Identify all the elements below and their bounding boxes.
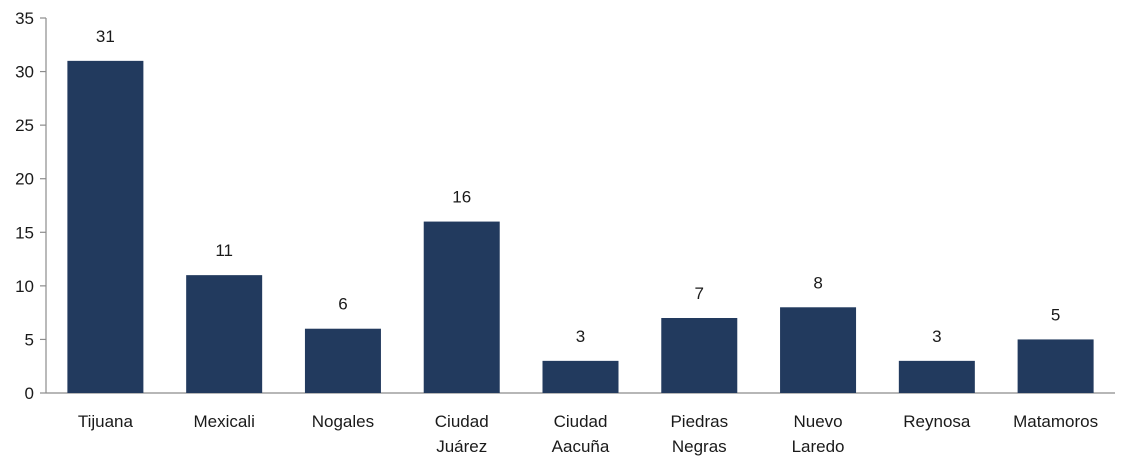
data-labels: 31 11 6 16 3 7 8 3 5 bbox=[96, 27, 1060, 346]
data-label: 6 bbox=[338, 295, 347, 314]
bar bbox=[67, 60, 144, 393]
data-label: 16 bbox=[452, 188, 471, 207]
x-tick-label: Ciudad bbox=[554, 412, 608, 431]
data-label: 31 bbox=[96, 27, 115, 46]
y-tick-label: 30 bbox=[15, 63, 34, 82]
x-tick-label: Juárez bbox=[436, 437, 487, 456]
data-label: 3 bbox=[932, 327, 941, 346]
x-tick-label: Piedras bbox=[670, 412, 728, 431]
x-tick-label: Tijuana bbox=[78, 412, 134, 431]
y-tick-label: 10 bbox=[15, 277, 34, 296]
x-tick-label: Nogales bbox=[312, 412, 374, 431]
y-axis: 0 5 10 15 20 25 30 35 bbox=[15, 9, 47, 403]
bar bbox=[661, 318, 738, 393]
category-labels: Tijuana Mexicali Nogales Ciudad Juárez Ciudad… bbox=[78, 412, 1098, 456]
data-label: 3 bbox=[576, 327, 585, 346]
x-tick-label: Matamoros bbox=[1013, 412, 1098, 431]
data-label: 8 bbox=[813, 273, 822, 292]
bar bbox=[780, 307, 857, 393]
bar bbox=[1017, 339, 1094, 393]
y-tick-label: 25 bbox=[15, 116, 34, 135]
x-tick-label: Nuevo bbox=[793, 412, 842, 431]
x-tick-label: Reynosa bbox=[903, 412, 971, 431]
bar bbox=[304, 328, 381, 393]
x-tick-label: Laredo bbox=[792, 437, 845, 456]
y-tick-label: 20 bbox=[15, 170, 34, 189]
x-tick-label: Mexicali bbox=[193, 412, 254, 431]
x-tick-label: Aacuña bbox=[552, 437, 610, 456]
y-tick-label: 15 bbox=[15, 223, 34, 242]
data-label: 11 bbox=[215, 241, 233, 260]
x-tick-label: Ciudad bbox=[435, 412, 489, 431]
bar bbox=[423, 221, 500, 393]
bar bbox=[542, 360, 619, 393]
y-tick-label: 5 bbox=[25, 330, 34, 349]
data-label: 5 bbox=[1051, 305, 1060, 324]
y-tick-label: 0 bbox=[25, 384, 34, 403]
bar bbox=[898, 360, 975, 393]
bar bbox=[186, 275, 263, 393]
bars bbox=[67, 60, 1094, 393]
x-tick-label: Negras bbox=[672, 437, 727, 456]
data-label: 7 bbox=[695, 284, 704, 303]
y-tick-label: 35 bbox=[15, 9, 34, 28]
